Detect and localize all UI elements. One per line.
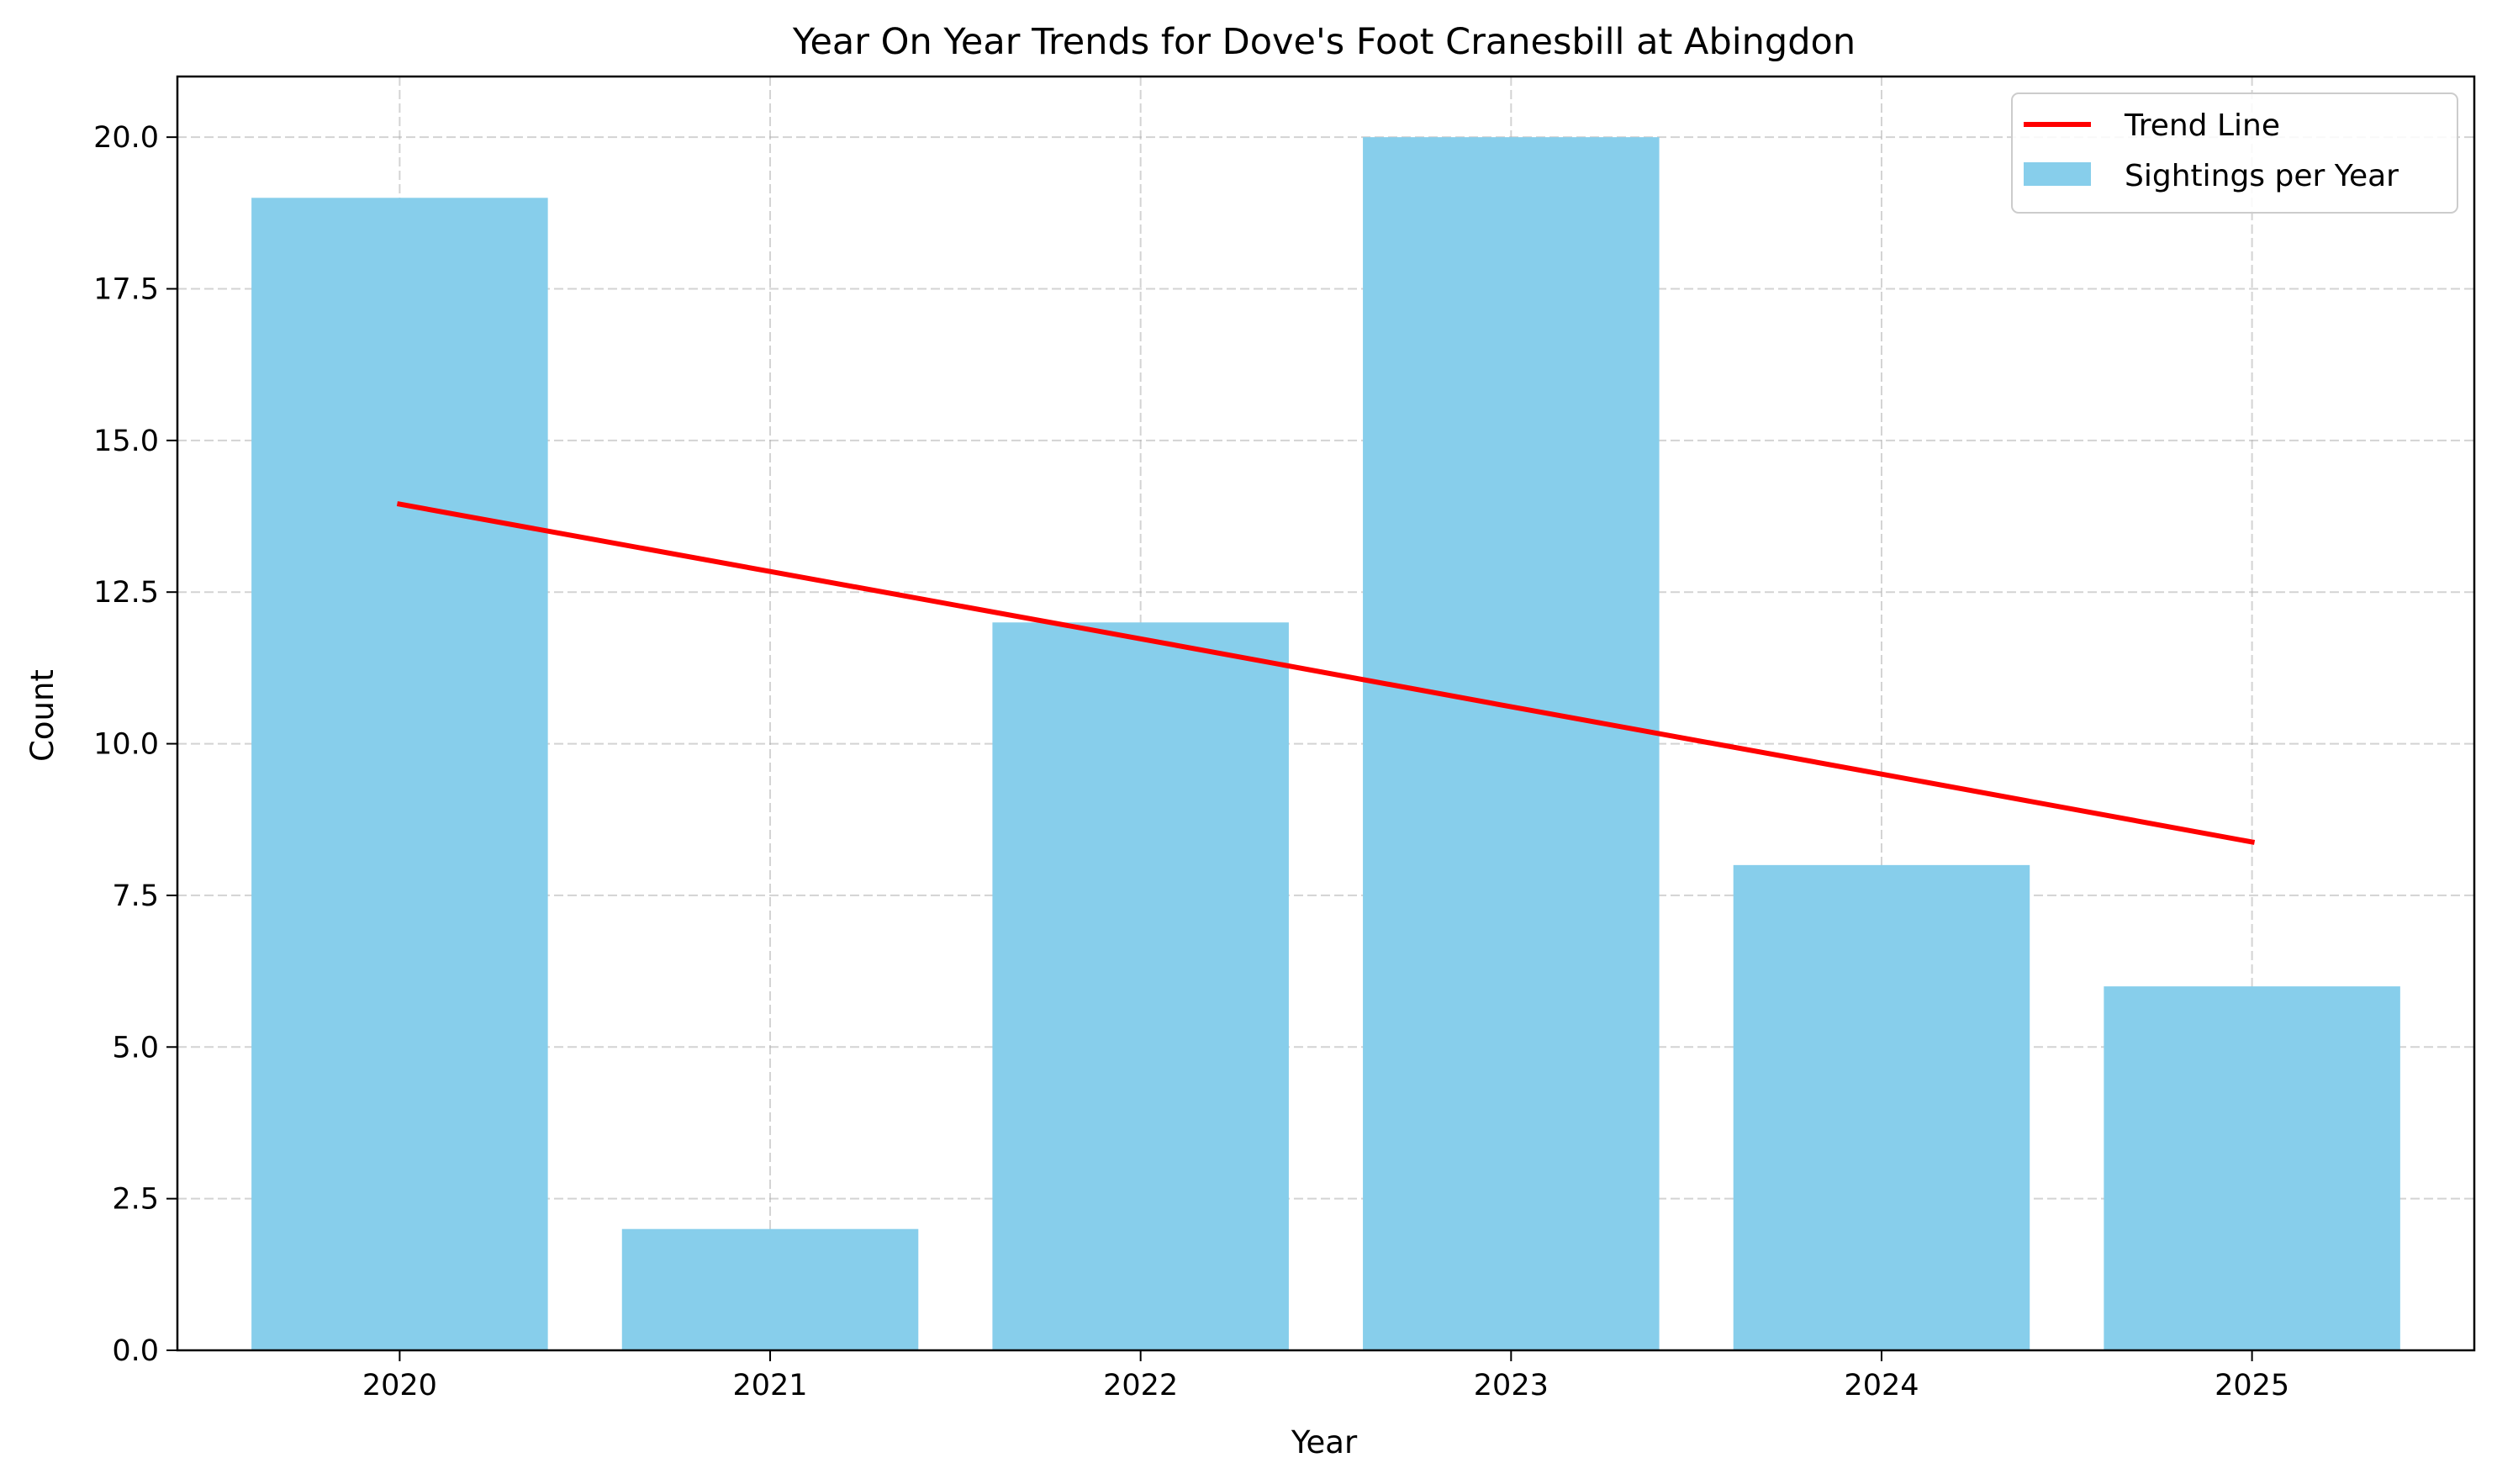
x-axis-label: Year (1291, 1424, 1358, 1460)
y-tick-label: 2.5 (112, 1183, 159, 1217)
legend-label-trend: Trend Line (2124, 108, 2280, 143)
legend-bar-swatch (2024, 162, 2091, 186)
x-tick-label: 2023 (1474, 1369, 1549, 1402)
legend-box (2011, 92, 2458, 214)
y-tick-label: 5.0 (112, 1031, 159, 1064)
trend-layer (396, 501, 2256, 845)
y-axis-label: Count (24, 669, 61, 762)
bar-2020 (251, 198, 548, 1350)
bar-2023 (1363, 137, 1660, 1351)
bar-2025 (2104, 986, 2400, 1350)
y-tick-label: 17.5 (93, 273, 159, 307)
y-tick-label: 10.0 (93, 728, 159, 762)
x-tick-label: 2025 (2215, 1369, 2289, 1402)
axes-layer: 0.0 2.5 5.0 7.5 10.0 12.5 15.0 17.5 20.0 2020 2021… (93, 75, 2476, 1402)
x-tick-label: 2020 (362, 1369, 437, 1402)
bar-2021 (621, 1228, 919, 1350)
x-tick-label: 2022 (1103, 1369, 1178, 1402)
plot-frame (176, 75, 2476, 1352)
y-tick-label: 7.5 (112, 879, 159, 913)
x-tick-label: 2024 (1844, 1369, 1919, 1402)
legend: Trend Line Sightings per Year (2011, 92, 2458, 214)
bar-2022 (992, 622, 1289, 1350)
y-tick-label: 12.5 (93, 576, 159, 610)
x-tick-label: 2021 (732, 1369, 807, 1402)
bars-layer (251, 137, 2400, 1351)
y-tick-label: 15.0 (93, 425, 159, 458)
y-tick-label: 20.0 (93, 121, 159, 155)
legend-label-sightings: Sightings per Year (2125, 159, 2399, 193)
chart-title: Year On Year Trends for Dove's Foot Cran… (792, 21, 1856, 63)
y-tick-label: 0.0 (112, 1334, 159, 1368)
trend-line (396, 501, 2256, 845)
bar-2024 (1733, 864, 2030, 1350)
